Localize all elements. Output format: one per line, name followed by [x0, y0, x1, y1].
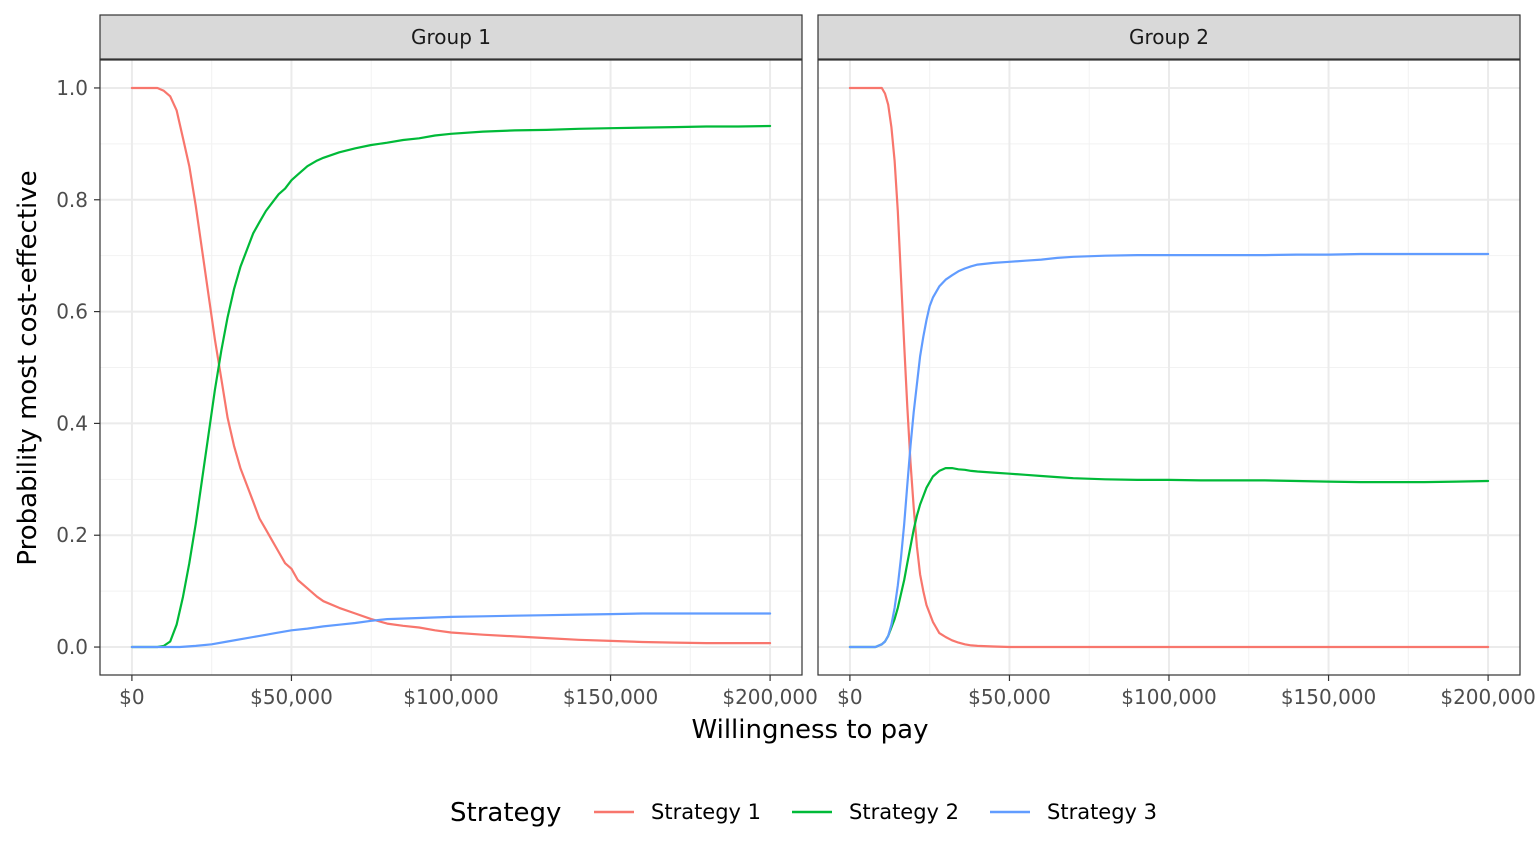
legend-item-strategy-3: Strategy 3	[990, 800, 1157, 824]
series-line-strategy-2	[130, 124, 772, 649]
y-axis-title: Probability most cost-effective	[13, 170, 43, 565]
y-tick-label: 0.4	[56, 411, 88, 435]
x-tick-label: $100,000	[1121, 685, 1216, 709]
legend-label: Strategy 2	[849, 800, 959, 824]
facet-panel-1: Group 1 $0 $50,000 $100,000 $150,000 $200,000…	[56, 14, 818, 709]
facet-panel-2: Group 2 $0 $50,000 $100,000 $150,000 $200,000	[817, 14, 1536, 709]
legend-title: Strategy	[450, 798, 561, 828]
facet-strip	[99, 14, 803, 60]
x-tick-label: $0	[119, 685, 144, 709]
series-line-strategy-2	[848, 467, 1490, 649]
y-tick-label: 0.0	[56, 635, 88, 659]
legend-label: Strategy 3	[1047, 800, 1157, 824]
x-tick-label: $0	[837, 685, 862, 709]
x-tick-label: $50,000	[968, 685, 1051, 709]
x-tick-label: $150,000	[1281, 685, 1376, 709]
series-line-strategy-3	[848, 252, 1490, 649]
x-tick-label: $200,000	[1440, 685, 1535, 709]
x-tick-label: $200,000	[722, 685, 817, 709]
facet-strip-label: Group 1	[411, 25, 491, 49]
x-axis-title: Willingness to pay	[691, 715, 928, 745]
y-tick-label: 0.8	[56, 188, 88, 212]
series-line-strategy-3	[130, 612, 772, 649]
y-tick-label: 0.6	[56, 300, 88, 324]
series-line-strategy-1	[130, 86, 772, 645]
legend-item-strategy-1: Strategy 1	[594, 800, 761, 824]
legend: Strategy Strategy 1 Strategy 2 Strategy 3	[450, 798, 1157, 828]
legend-item-strategy-2: Strategy 2	[792, 800, 959, 824]
facet-strip-label: Group 2	[1129, 25, 1209, 49]
x-tick-label: $150,000	[563, 685, 658, 709]
legend-label: Strategy 1	[651, 800, 761, 824]
x-tick-label: $50,000	[250, 685, 333, 709]
y-tick-label: 0.2	[56, 523, 88, 547]
facet-strip	[817, 14, 1521, 60]
series-line-strategy-1	[848, 86, 1490, 649]
y-tick-label: 1.0	[56, 76, 88, 100]
x-tick-label: $100,000	[403, 685, 498, 709]
